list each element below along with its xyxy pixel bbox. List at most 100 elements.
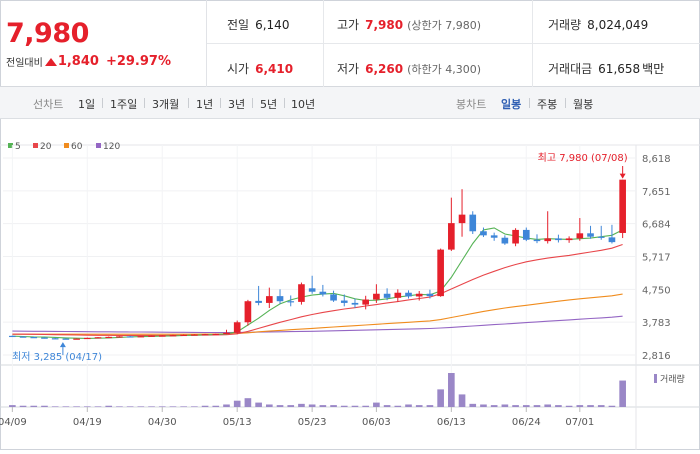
amount-value: 61,658 <box>598 62 641 76</box>
volume-legend-label: 거래량 <box>660 373 685 385</box>
candle-body <box>244 301 252 323</box>
y-tick-label: 6,684 <box>642 220 671 231</box>
prev-close-cell: 전일 6,140 <box>227 16 289 33</box>
open-label: 시가 <box>227 62 250 76</box>
toolbar-divider <box>102 98 103 108</box>
candle-body <box>223 332 230 334</box>
period-3y[interactable]: 3년 <box>228 98 246 111</box>
volume-bar <box>148 406 155 407</box>
x-tick-label: 07/01 <box>565 417 594 428</box>
quote-grid: 전일 6,140 고가 7,980 (상한가 7,980) 거래량 8,024,… <box>207 0 700 87</box>
period-3m[interactable]: 3개월 <box>152 98 180 111</box>
period-1y[interactable]: 1년 <box>196 98 214 111</box>
candle-body <box>116 336 123 338</box>
toolbar-divider <box>529 98 530 108</box>
volume-bar <box>126 406 134 407</box>
candle-body <box>383 293 391 298</box>
volume-bar <box>169 406 177 407</box>
lower-limit: (하한가 4,300) <box>407 63 481 76</box>
volume-bar <box>405 404 412 407</box>
x-tick-label: 05/23 <box>298 417 327 428</box>
x-tick-label: 06/24 <box>512 417 541 428</box>
candle-body <box>51 338 59 340</box>
period-5y[interactable]: 5년 <box>260 98 278 111</box>
volume-bar <box>544 404 552 407</box>
candle-chart-label: 봉차트 <box>456 98 487 111</box>
candle-body <box>351 302 359 305</box>
candle-body <box>555 238 562 241</box>
candle-body <box>308 288 316 292</box>
volume-bar <box>180 406 187 407</box>
volume-cell: 거래량 8,024,049 <box>548 16 648 33</box>
low-value: 6,260 <box>365 62 404 76</box>
candle-body <box>126 336 134 338</box>
volume-bar <box>490 405 498 407</box>
volume-bar <box>351 405 359 407</box>
volume-bar <box>73 406 80 407</box>
low-arrow-icon <box>59 342 66 348</box>
volume-bar <box>394 405 402 407</box>
volume-bar <box>255 402 262 407</box>
candle-daily[interactable]: 일봉 <box>501 98 522 111</box>
toolbar-divider <box>565 98 566 108</box>
volume-bar <box>555 405 562 407</box>
candle-body <box>576 233 584 239</box>
volume-bar <box>597 405 605 407</box>
column-divider <box>323 0 324 87</box>
candle-body <box>62 338 70 340</box>
up-arrow-icon <box>44 57 57 66</box>
volume-bar <box>105 405 113 407</box>
volume-bar <box>330 405 337 407</box>
quote-header: 7,980 전일대비 1,840 +29.97% 전일 6,140 고가 7,9… <box>0 0 700 87</box>
volume-bar <box>373 402 380 407</box>
upper-limit: (상한가 7,980) <box>407 19 481 32</box>
volume-bar <box>565 405 573 407</box>
volume-bar <box>458 394 466 407</box>
high-arrow-icon <box>619 173 626 179</box>
legend-label-5: 5 <box>15 142 21 152</box>
legend-label-20: 20 <box>40 142 52 152</box>
candle-body <box>41 337 48 339</box>
volume-label: 거래량 <box>548 18 582 32</box>
change-value: 1,840 <box>57 54 99 69</box>
candle-body <box>255 300 262 303</box>
candle-body <box>490 235 498 238</box>
ma60-line <box>12 293 623 335</box>
chart-svg: 5 20 60 120 8,618 7,651 6,684 5,717 4,750 3,783 2,… <box>0 142 700 450</box>
candle-body <box>298 284 305 302</box>
candle-body <box>265 296 273 303</box>
x-tick-label: 04/30 <box>148 417 177 428</box>
volume-bar <box>426 405 434 407</box>
candle-body <box>319 291 327 295</box>
legend-swatch <box>96 143 101 148</box>
candle-weekly[interactable]: 주봉 <box>537 98 558 111</box>
volume-bar <box>287 405 295 407</box>
candle-monthly[interactable]: 월봉 <box>573 98 594 111</box>
prev-close-value: 6,140 <box>255 18 290 32</box>
ma5-line <box>12 227 623 339</box>
volume-bar <box>51 406 59 407</box>
period-10y[interactable]: 10년 <box>291 98 316 111</box>
volume-bar <box>83 406 91 407</box>
volume-bar <box>501 404 509 407</box>
candle-body <box>405 292 412 297</box>
high-cell: 고가 7,980 (상한가 7,980) <box>337 16 481 33</box>
candle-body <box>394 292 402 298</box>
volume-bar <box>576 405 584 407</box>
volume-bar <box>587 405 594 407</box>
y-tick-label: 4,750 <box>642 285 671 296</box>
price-change: 전일대비 1,840 +29.97% <box>6 54 171 69</box>
volume-bar <box>244 398 252 407</box>
toolbar-divider <box>252 98 253 108</box>
candle-body <box>169 335 177 337</box>
candle-body <box>426 293 434 297</box>
period-1w[interactable]: 1주일 <box>110 98 138 111</box>
period-1d[interactable]: 1일 <box>78 98 96 111</box>
amount-label: 거래대금 <box>548 62 593 76</box>
candle-body <box>212 333 220 336</box>
current-price: 7,980 <box>6 18 89 49</box>
candle-body <box>512 229 519 244</box>
legend-swatch <box>8 143 13 148</box>
candle-body <box>619 179 626 233</box>
stock-chart: 5 20 60 120 8,618 7,651 6,684 5,717 4,750 3,783 2,… <box>0 120 700 450</box>
